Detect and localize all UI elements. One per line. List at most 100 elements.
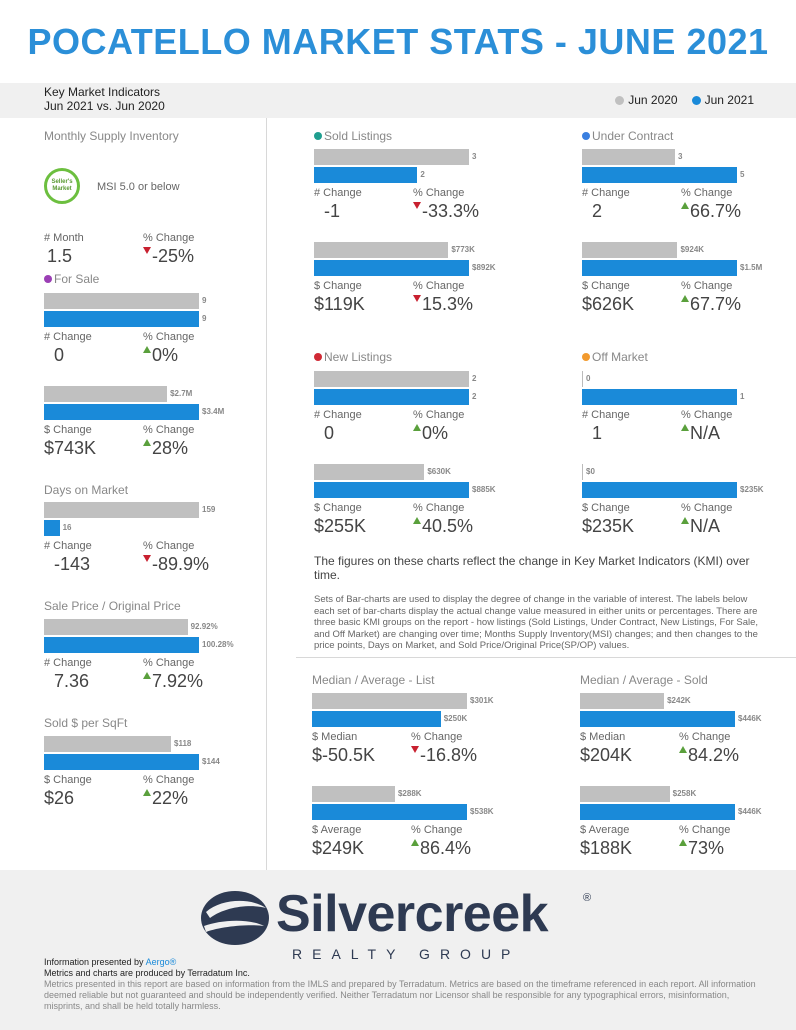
for-sale-1-stat-label: $ Change — [44, 424, 92, 436]
days-on-market-0-pct-label: % Change — [143, 540, 195, 552]
new-listings-1-stat-value: $255K — [314, 516, 367, 536]
under-contract-1-pct-wrap: 67.7% — [681, 294, 741, 315]
days-on-market-0-stat-label: # Change — [44, 540, 92, 552]
sellers-market-badge: Seller's Market — [44, 168, 80, 204]
median-avg-list-0-stat-label: $ Median — [312, 731, 358, 743]
off-market-1-prev-label: $0 — [586, 467, 595, 476]
footer-text: Information presented by Aergo® Metrics … — [44, 957, 756, 1012]
for-sale-1-pct-label: % Change — [143, 424, 195, 436]
median-avg-list-0-pct-label: % Change — [411, 731, 463, 743]
days-on-market-0-pct-wrap: -89.9% — [143, 554, 209, 575]
sale-price-orig-0-pct-value: 7.92% — [152, 671, 204, 691]
sold-listings-dot-icon — [314, 132, 322, 140]
days-on-market-0-curr-label: 16 — [62, 523, 72, 532]
sale-price-orig-0-prev-bar — [44, 619, 188, 635]
off-market-title-text: Off Market — [592, 350, 648, 364]
new-listings-0-stat-label: # Change — [314, 409, 362, 421]
off-market-0-curr-bar — [582, 389, 737, 405]
logo-wordmark: Silvercreek — [276, 885, 549, 943]
under-contract-title-text: Under Contract — [592, 129, 674, 143]
for-sale-0-pct-value: 0% — [152, 345, 179, 365]
under-contract-1-stat-label: $ Change — [582, 280, 630, 292]
under-contract-1-stat-value: $626K — [582, 294, 635, 314]
sold-per-sqft-0-pct-wrap: 22% — [143, 788, 188, 809]
for-sale-title: For Sale — [44, 272, 99, 286]
new-listings-0-prev-label: 2 — [472, 374, 477, 383]
sale-price-orig-title: Sale Price / Original Price — [44, 599, 181, 613]
legend-item-prev: Jun 2020 — [615, 93, 678, 107]
median-avg-list-1-stat-label: $ Average — [312, 824, 362, 836]
sold-per-sqft-0-curr-bar — [44, 754, 199, 770]
under-contract-0-stat-label: # Change — [582, 187, 630, 199]
new-listings-1-prev-bar — [314, 464, 425, 480]
sold-per-sqft-0-prev-label: $118 — [174, 739, 192, 748]
arrow-up-icon — [413, 517, 421, 524]
median-avg-list-1-stat-value: $249K — [312, 838, 365, 858]
off-market-1-prev-bar — [582, 464, 583, 480]
legend-label-prev: Jun 2020 — [628, 93, 678, 107]
sale-price-orig-title-text: Sale Price / Original Price — [44, 599, 181, 613]
days-on-market-0-curr-bar — [44, 520, 60, 536]
sold-listings-0-curr-label: 2 — [420, 170, 425, 179]
sold-listings-0-prev-bar — [314, 149, 469, 165]
median-avg-list-0-prev-label: $301K — [470, 696, 494, 705]
under-contract-0-prev-bar — [582, 149, 675, 165]
off-market-0-curr-label: 1 — [740, 392, 745, 401]
median-avg-list-0-prev-bar — [312, 693, 467, 709]
logo-mark-icon — [201, 891, 269, 945]
days-on-market-0-pct-value: -89.9% — [152, 554, 210, 574]
sold-listings-1-pct-wrap: 15.3% — [413, 294, 473, 315]
arrow-up-icon — [143, 346, 151, 353]
footer-disclaimer: Metrics presented in this report are bas… — [44, 979, 756, 1011]
arrow-up-icon — [681, 202, 689, 209]
under-contract-1-curr-bar — [582, 260, 737, 276]
off-market-1-curr-label: $235K — [740, 485, 764, 494]
days-on-market-0-stat-value: -143 — [54, 554, 91, 574]
sold-per-sqft-title-text: Sold $ per SqFt — [44, 716, 128, 730]
section-divider — [296, 657, 796, 658]
off-market-0-prev-bar — [582, 371, 583, 387]
median-avg-sold-0-prev-label: $242K — [667, 696, 691, 705]
kmi-header-bar: Key Market Indicators Jun 2021 vs. Jun 2… — [0, 83, 796, 118]
under-contract-0-prev-label: 3 — [678, 152, 683, 161]
arrow-up-icon — [413, 424, 421, 431]
off-market-1-pct-wrap: N/A — [681, 516, 720, 537]
arrow-up-icon — [143, 439, 151, 446]
report-title: POCATELLO MARKET STATS - JUNE 2021 — [27, 21, 769, 62]
for-sale-1-stat-value: $743K — [44, 438, 97, 458]
median-avg-sold-1-pct-wrap: 73% — [679, 838, 724, 859]
for-sale-1-curr-label: $3.4M — [202, 407, 225, 416]
sold-listings-1-curr-label: $892K — [472, 263, 496, 272]
kmi-title: Key Market Indicators — [44, 85, 161, 99]
under-contract-0-curr-label: 5 — [740, 170, 745, 179]
sold-listings-0-stat-value: -1 — [324, 201, 341, 221]
new-listings-1-pct-value: 40.5% — [422, 516, 474, 536]
under-contract-0-pct-wrap: 66.7% — [681, 201, 741, 222]
sold-per-sqft-0-curr-label: $144 — [202, 757, 220, 766]
median-avg-sold-0-stat-label: $ Median — [580, 731, 626, 743]
sold-listings-0-pct-wrap: -33.3% — [413, 201, 479, 222]
sold-listings-0-pct-value: -33.3% — [422, 201, 480, 221]
footer-presented-prefix: Information presented by — [44, 957, 146, 967]
aergo-link[interactable]: Aergo® — [145, 957, 177, 967]
notes-headline: The figures on these charts reflect the … — [314, 554, 750, 582]
median-avg-sold-0-stat-value: $204K — [580, 745, 633, 765]
for-sale-0-prev-label: 9 — [202, 296, 207, 305]
for-sale-0-pct-label: % Change — [143, 331, 195, 343]
arrow-down-icon — [413, 202, 421, 209]
notes-body: Sets of Bar-charts are used to display t… — [314, 594, 759, 651]
footer-presented: Information presented by Aergo® — [44, 957, 756, 968]
column-divider — [266, 118, 267, 870]
kmi-subtitle: Jun 2021 vs. Jun 2020 — [44, 99, 165, 113]
days-on-market-0-prev-label: 159 — [202, 505, 216, 514]
arrow-up-icon — [681, 517, 689, 524]
silvercreek-logo: Silvercreek ® REALTY GROUP — [200, 884, 600, 962]
arrow-up-icon — [143, 672, 151, 679]
median-avg-list-1-prev-bar — [312, 786, 395, 802]
msi-pct-value: -25% — [152, 246, 195, 266]
under-contract-1-prev-bar — [582, 242, 678, 258]
arrow-down-icon — [143, 555, 151, 562]
off-market-1-curr-bar — [582, 482, 737, 498]
footer-produced: Metrics and charts are produced by Terra… — [44, 968, 250, 978]
median-avg-sold-0-pct-wrap: 84.2% — [679, 745, 739, 766]
